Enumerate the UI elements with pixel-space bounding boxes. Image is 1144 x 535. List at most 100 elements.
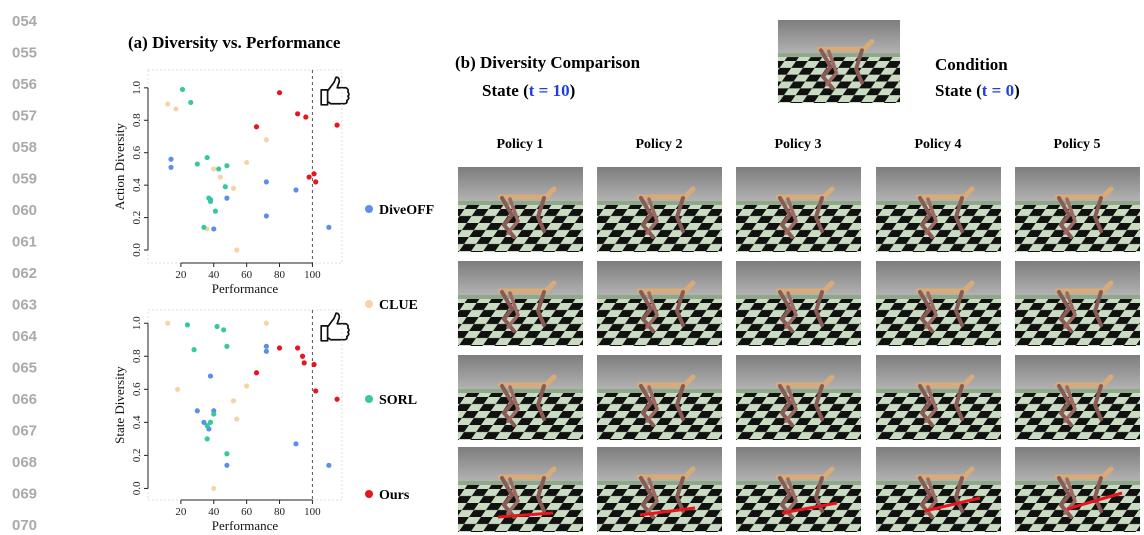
x-tick-label: 80: [274, 269, 286, 281]
scatter-point: [293, 187, 298, 192]
thumb-icon: [321, 313, 349, 341]
scatter-point: [326, 225, 331, 230]
scatter-point: [244, 160, 249, 165]
scatter-point: [208, 199, 213, 204]
scatter-point: [165, 321, 170, 326]
policy-image: [458, 355, 583, 440]
x-tick-label: 60: [241, 506, 253, 518]
scatter-point: [224, 163, 229, 168]
line-number: 058: [12, 139, 37, 156]
x-tick-label: 20: [175, 269, 187, 281]
scatter-point: [191, 347, 196, 352]
plot-frame: [148, 310, 342, 500]
scatter-point: [224, 196, 229, 201]
scatter-point: [213, 209, 218, 214]
scatter-point: [221, 327, 226, 332]
y-tick-label: 0.6: [131, 145, 143, 159]
line-number: 057: [12, 108, 37, 125]
scatter-point: [211, 411, 216, 416]
policy-image: [458, 167, 583, 252]
scatter-point: [307, 174, 312, 179]
scatter-point: [254, 124, 259, 129]
scatter-point: [234, 416, 239, 421]
scatter-point: [264, 349, 269, 354]
scatter-point: [295, 345, 300, 350]
line-number: 063: [12, 297, 37, 314]
x-tick-label: 80: [274, 506, 286, 518]
policy-header: Policy 3: [774, 137, 821, 152]
scatter-point: [224, 344, 229, 349]
line-number: 055: [12, 45, 37, 62]
scatter-point: [264, 344, 269, 349]
policy-image: [1015, 355, 1140, 440]
scatter-point: [223, 184, 228, 189]
scatter-point: [211, 166, 216, 171]
line-number: 069: [12, 486, 37, 503]
x-tick-label: 40: [208, 269, 220, 281]
y-tick-label: 0.8: [131, 349, 143, 363]
policy-image: [876, 261, 1001, 346]
legend-label: DiveOFF: [379, 203, 434, 218]
policy-image: [1015, 167, 1140, 252]
scatter-point: [180, 87, 185, 92]
scatter-point: [205, 423, 210, 428]
y-tick-label: 0.8: [131, 113, 143, 127]
scatter-point: [216, 166, 221, 171]
line-number: 061: [12, 234, 37, 251]
scatter-point: [188, 100, 193, 105]
policy-image: [736, 167, 861, 252]
y-tick-label: 1.0: [131, 80, 143, 94]
scatter-point: [264, 321, 269, 326]
scatter-point: [334, 397, 339, 402]
scatter-point: [300, 354, 305, 359]
scatter-point: [264, 137, 269, 142]
policy-image: [876, 167, 1001, 252]
line-number: 065: [12, 360, 37, 377]
scatter-point: [277, 345, 282, 350]
scatter-point: [214, 324, 219, 329]
label-part: State (: [935, 81, 982, 100]
scatter-point: [234, 247, 239, 252]
scatter-point: [313, 388, 318, 393]
policy-header: Policy 2: [635, 137, 682, 152]
x-axis-label: Performance: [212, 518, 279, 533]
scatter-point: [302, 360, 307, 365]
scatter-point: [224, 463, 229, 468]
policy-image: [876, 447, 1001, 532]
policy-header: Policy 4: [914, 137, 961, 152]
scatter-point: [211, 486, 216, 491]
scatter-point: [303, 114, 308, 119]
scatter-point: [168, 157, 173, 162]
line-number: 064: [12, 328, 38, 345]
policy-image: [736, 447, 861, 532]
panel-title: (a) Diversity vs. Performance: [128, 33, 341, 52]
policy-image: [458, 447, 583, 532]
label-part: ): [570, 81, 576, 100]
condition-image: [778, 20, 900, 103]
line-number: 062: [12, 265, 37, 282]
scatter-charts: 204060801000.00.20.40.60.81.0Performance…: [112, 70, 434, 533]
policy-image: [1015, 261, 1140, 346]
y-tick-label: 1.0: [131, 316, 143, 330]
legend-label: Ours: [379, 488, 410, 503]
thumb-icon: [321, 77, 349, 105]
scatter-point: [295, 111, 300, 116]
policy-image: [597, 261, 722, 346]
y-tick-label: 0.6: [131, 382, 143, 396]
policy-image: [1015, 447, 1140, 532]
scatter-point: [311, 362, 316, 367]
scatter-point: [218, 174, 223, 179]
legend-marker: [365, 395, 373, 403]
policy-header: Policy 5: [1053, 137, 1100, 152]
y-axis-label: State Diversity: [112, 366, 127, 444]
x-tick-label: 40: [208, 506, 220, 518]
scatter-point: [311, 171, 316, 176]
condition-title: Condition: [935, 55, 1008, 74]
y-tick-label: 0.4: [131, 415, 143, 429]
x-tick-label: 100: [304, 506, 321, 518]
scatter-point: [224, 451, 229, 456]
scatter-point: [205, 436, 210, 441]
scatter-point: [326, 463, 331, 468]
policy-image: [876, 355, 1001, 440]
policy-header: Policy 1: [496, 137, 543, 152]
